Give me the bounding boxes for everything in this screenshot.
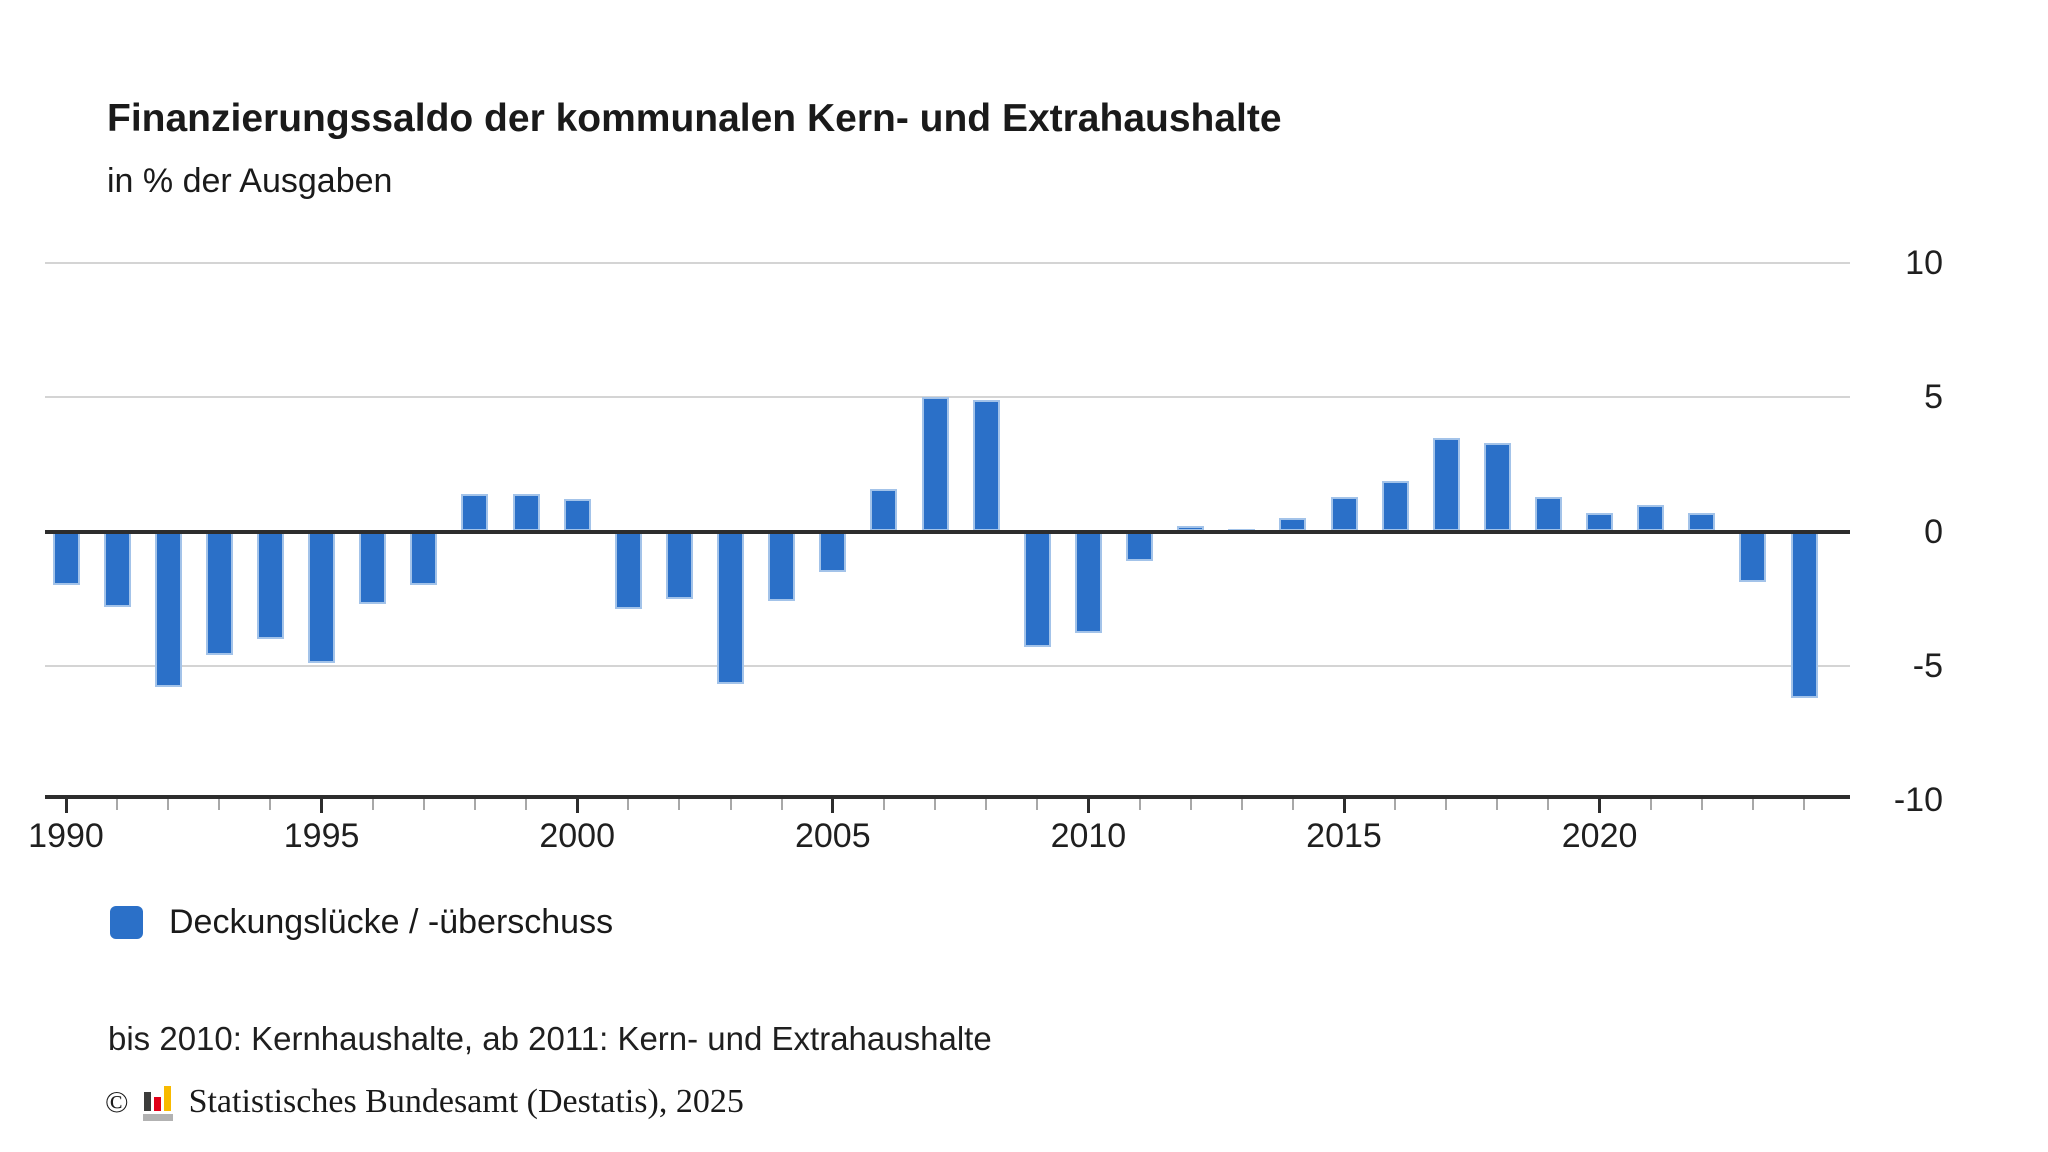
bar (512, 493, 540, 532)
x-tick-minor (269, 799, 272, 810)
bar (205, 531, 233, 655)
bar (563, 499, 591, 532)
bar (1381, 480, 1409, 532)
bar (1739, 531, 1767, 583)
x-tick-minor (371, 799, 374, 810)
x-tick-major (1086, 799, 1090, 813)
legend-swatch (110, 906, 143, 939)
legend: Deckungslücke / -überschuss (110, 903, 613, 942)
x-tick-minor (678, 799, 681, 810)
y-tick-label: -5 (1912, 646, 1943, 685)
x-tick-minor (985, 799, 988, 810)
x-tick-label: 2015 (1306, 817, 1382, 855)
x-tick-minor (473, 799, 476, 810)
x-tick-minor (1700, 799, 1703, 810)
x-tick-major (64, 799, 68, 813)
bar (1023, 531, 1051, 647)
x-tick-minor (422, 799, 425, 810)
x-tick-minor (218, 799, 221, 810)
bar (1534, 496, 1562, 532)
bar (665, 531, 693, 599)
bar (819, 531, 847, 572)
x-tick-minor (1036, 799, 1039, 810)
x-tick-label: 1990 (28, 817, 104, 855)
x-tick-minor (1138, 799, 1141, 810)
bar (921, 397, 949, 532)
footnote: bis 2010: Kernhaushalte, ab 2011: Kern- … (108, 1020, 992, 1057)
y-tick-label: 10 (1905, 244, 1943, 283)
bar (410, 531, 438, 586)
x-tick-minor (167, 799, 170, 810)
x-tick-minor (1547, 799, 1550, 810)
bar (1126, 531, 1154, 561)
x-tick-major (1598, 799, 1602, 813)
x-tick-label: 2020 (1561, 817, 1638, 855)
bar (1330, 496, 1358, 532)
bar (461, 493, 489, 532)
gridline (45, 664, 1850, 667)
x-axis-line (45, 795, 1850, 799)
x-tick-major (575, 799, 579, 813)
y-tick-label: 0 (1924, 512, 1943, 551)
copyright-line: © Statistisches Bundesamt (Destatis), 20… (105, 1083, 744, 1121)
zero-axis-line (45, 529, 1850, 534)
bar (256, 531, 284, 639)
x-tick-minor (1751, 799, 1754, 810)
y-tick-label: -10 (1893, 780, 1943, 819)
x-tick-label: 1995 (283, 817, 360, 855)
x-tick-minor (1394, 799, 1397, 810)
x-tick-minor (116, 799, 119, 810)
chart-subtitle: in % der Ausgaben (107, 162, 393, 200)
bar (52, 531, 80, 586)
bar (154, 531, 182, 688)
bar (870, 488, 898, 532)
destatis-logo-icon (142, 1086, 173, 1121)
x-tick-major (320, 799, 324, 813)
x-tick-minor (729, 799, 732, 810)
bar (1790, 531, 1818, 698)
bar (1432, 437, 1460, 532)
x-tick-minor (627, 799, 630, 810)
bar (103, 531, 131, 607)
copyright-symbol: © (105, 1084, 129, 1119)
gridline (45, 262, 1850, 265)
bar (768, 531, 796, 602)
x-tick-minor (1240, 799, 1243, 810)
bar (1637, 504, 1665, 532)
x-tick-minor (525, 799, 528, 810)
legend-label: Deckungslücke / -überschuss (169, 903, 614, 941)
x-tick-major (1342, 799, 1346, 813)
x-tick-minor (1496, 799, 1499, 810)
x-tick-minor (1649, 799, 1652, 810)
chart-title: Finanzierungssaldo der kommunalen Kern- … (107, 97, 1282, 140)
bar (308, 531, 336, 663)
x-tick-minor (1445, 799, 1448, 810)
x-tick-minor (780, 799, 783, 810)
x-tick-label: 2005 (794, 817, 871, 855)
x-tick-minor (1189, 799, 1192, 810)
x-tick-minor (1803, 799, 1806, 810)
bar (614, 531, 642, 610)
x-tick-label: 2010 (1050, 817, 1127, 855)
y-tick-label: 5 (1924, 378, 1943, 417)
plot-area (45, 262, 1850, 802)
bar (717, 531, 745, 685)
x-tick-minor (934, 799, 937, 810)
bar (972, 400, 1000, 532)
x-tick-major (831, 799, 835, 813)
bar (359, 531, 387, 604)
x-tick-minor (882, 799, 885, 810)
x-tick-minor (1291, 799, 1294, 810)
copyright-text: Statistisches Bundesamt (Destatis), 2025 (188, 1083, 744, 1120)
bar (1074, 531, 1102, 634)
x-tick-label: 2000 (539, 817, 615, 855)
bar (1483, 442, 1511, 532)
